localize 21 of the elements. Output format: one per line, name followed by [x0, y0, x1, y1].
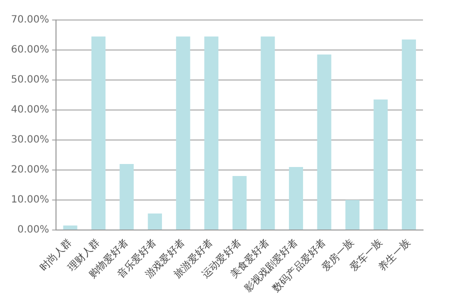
bar: [204, 36, 218, 230]
y-tick-label: 40.00%: [10, 104, 50, 116]
bar: [345, 200, 360, 230]
bar: [232, 176, 247, 230]
y-tick-label: 10.00%: [10, 194, 50, 206]
bar: [317, 54, 332, 230]
bar: [288, 167, 304, 230]
bar: [176, 36, 190, 230]
bar: [91, 36, 106, 230]
y-tick-label: 50.00%: [10, 74, 50, 86]
bar: [63, 226, 78, 230]
bar: [120, 164, 134, 230]
y-tick-label: 0.00%: [17, 224, 50, 236]
y-tick-label: 60.00%: [10, 44, 50, 56]
bar: [260, 36, 275, 230]
bar: [402, 40, 416, 230]
y-tick-label: 70.00%: [10, 14, 50, 26]
bar: [374, 100, 388, 230]
y-tick-label: 30.00%: [10, 134, 50, 146]
bar: [148, 214, 162, 230]
y-tick-label: 20.00%: [10, 164, 50, 176]
